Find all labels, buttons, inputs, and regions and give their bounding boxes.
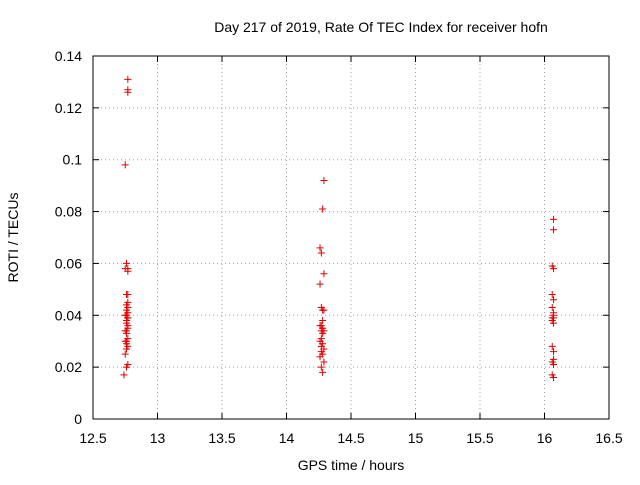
data-point: [550, 348, 558, 356]
data-point: [120, 371, 128, 379]
y-axis-label: ROTI / TECUs: [5, 193, 21, 283]
x-tick-label: 13.5: [208, 430, 235, 446]
y-tick-label: 0.14: [55, 48, 82, 64]
data-point: [121, 161, 129, 169]
x-tick-label: 15.5: [466, 430, 493, 446]
y-tick-label: 0.06: [55, 255, 82, 271]
data-point: [121, 350, 129, 358]
x-tick-label: 12.5: [79, 430, 106, 446]
data-point: [123, 329, 131, 337]
grid-lines: [93, 56, 609, 419]
data-point: [124, 88, 132, 96]
data-point: [123, 259, 131, 267]
x-tick-label: 13: [150, 430, 166, 446]
data-point: [319, 205, 327, 213]
data-point: [320, 270, 328, 278]
x-tick-label: 16: [537, 430, 553, 446]
x-tick-label: 14: [279, 430, 295, 446]
data-point: [123, 345, 131, 353]
y-tick-label: 0.12: [55, 100, 82, 116]
data-point: [316, 353, 324, 361]
data-point: [550, 361, 558, 369]
data-point: [123, 363, 131, 371]
chart-title: Day 217 of 2019, Rate Of TEC Index for r…: [214, 19, 548, 35]
data-points: [120, 75, 558, 382]
data-point: [319, 368, 327, 376]
data-point: [550, 265, 558, 273]
x-tick-label: 16.5: [595, 430, 622, 446]
y-tick-label: 0.04: [55, 307, 82, 323]
data-point: [550, 296, 558, 304]
y-tick-label: 0.02: [55, 359, 82, 375]
data-point: [320, 358, 328, 366]
x-tick-label: 15: [408, 430, 424, 446]
data-point: [124, 75, 132, 83]
data-point: [316, 244, 324, 252]
y-tick-label: 0.1: [63, 152, 83, 168]
data-point: [123, 291, 131, 299]
data-point: [550, 215, 558, 223]
x-axis-label: GPS time / hours: [298, 457, 405, 473]
data-point: [319, 316, 327, 324]
data-point: [319, 329, 327, 337]
y-tick-label: 0: [74, 411, 82, 427]
data-point: [320, 306, 328, 314]
data-point: [550, 319, 558, 327]
axis-ticks: [92, 55, 610, 420]
data-point: [316, 280, 324, 288]
data-point: [548, 342, 556, 350]
data-point: [124, 267, 132, 275]
data-point: [548, 304, 556, 312]
data-point: [320, 176, 328, 184]
data-point: [548, 291, 556, 299]
tick-labels: 12.5 13 13.5 14 14.5 15 15.5 16 16.5 0 0.02 0.04 0.0…: [55, 48, 623, 446]
y-tick-label: 0.08: [55, 204, 82, 220]
data-point: [550, 374, 558, 382]
data-point: [317, 249, 325, 257]
data-point: [550, 226, 558, 234]
x-tick-label: 14.5: [337, 430, 364, 446]
data-point: [317, 363, 325, 371]
